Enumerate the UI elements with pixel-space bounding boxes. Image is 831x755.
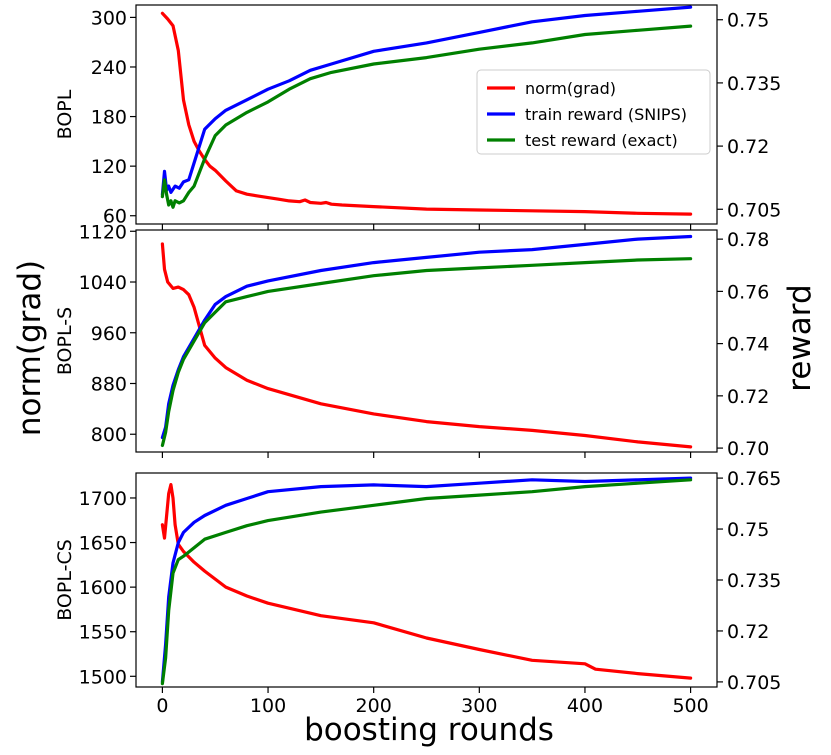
left-y-tick-label: 60 xyxy=(103,206,127,228)
left-y-tick-label: 1500 xyxy=(79,666,127,688)
x-tick-label: 500 xyxy=(672,695,708,717)
panel-label: BOPL xyxy=(54,89,76,139)
left-y-tick-label: 1700 xyxy=(79,488,127,510)
left-y-tick-label: 1600 xyxy=(79,577,127,599)
right-y-tick-label: 0.765 xyxy=(727,468,781,490)
right-y-axis-label: reward xyxy=(782,284,818,391)
right-y-tick-label: 0.75 xyxy=(727,10,769,32)
left-y-tick-label: 1040 xyxy=(79,272,127,294)
left-y-tick-label: 1550 xyxy=(79,622,127,644)
right-y-tick-label: 0.76 xyxy=(727,281,769,303)
series-line-train xyxy=(160,476,693,684)
x-tick-label: 200 xyxy=(356,695,392,717)
series-line-norm xyxy=(160,242,693,449)
right-y-tick-label: 0.735 xyxy=(727,73,781,95)
right-y-tick-label: 0.70 xyxy=(727,438,769,460)
right-y-tick-label: 0.72 xyxy=(727,386,769,408)
panel-label: BOPL-S xyxy=(54,307,76,375)
panels: 60 120 180 240 300 0.705 0.72 0.735 0.75 BOPL norm… xyxy=(54,4,781,717)
left-y-tick-label: 960 xyxy=(91,323,127,345)
series-line-test xyxy=(160,478,693,686)
right-y-tick-label: 0.735 xyxy=(727,570,781,592)
right-y-tick-label: 0.74 xyxy=(727,334,769,356)
legend-label: train reward (SNIPS) xyxy=(525,105,687,124)
legend-box xyxy=(476,69,711,155)
series-line-test xyxy=(160,24,693,209)
left-y-tick-label: 300 xyxy=(91,7,127,29)
plot-frame xyxy=(135,4,718,225)
series-line-norm xyxy=(160,483,693,680)
left-y-tick-label: 1120 xyxy=(79,221,127,243)
plot-frame xyxy=(135,229,718,453)
panel-label: BOPL-CS xyxy=(54,539,76,621)
series-line-train xyxy=(160,234,693,440)
series-group xyxy=(160,5,693,216)
right-y-tick-label: 0.705 xyxy=(727,672,781,694)
panel-1: 60 120 180 240 300 0.705 0.72 0.735 0.75 BOPL norm… xyxy=(54,4,781,230)
x-tick-label: 100 xyxy=(250,695,286,717)
series-group xyxy=(160,476,693,686)
x-tick-label: 400 xyxy=(567,695,603,717)
legend-label: test reward (exact) xyxy=(525,131,678,150)
right-y-tick-label: 0.72 xyxy=(727,621,769,643)
left-y-tick-label: 240 xyxy=(91,57,127,79)
series-line-train xyxy=(160,5,693,197)
series-line-norm xyxy=(160,11,693,216)
left-y-tick-label: 880 xyxy=(91,373,127,395)
legend: norm(grad) train reward (SNIPS) test rewar… xyxy=(476,69,711,155)
legend-label: norm(grad) xyxy=(525,79,616,98)
left-y-tick-label: 1650 xyxy=(79,533,127,555)
left-y-tick-label: 180 xyxy=(91,107,127,129)
right-y-tick-label: 0.75 xyxy=(727,519,769,541)
series-group xyxy=(160,234,693,449)
x-tick-label: 300 xyxy=(461,695,497,717)
left-y-tick-label: 800 xyxy=(91,424,127,446)
left-y-axis-label: norm(grad) xyxy=(12,260,48,436)
left-y-tick-label: 120 xyxy=(91,156,127,178)
right-y-tick-label: 0.72 xyxy=(727,136,769,158)
right-y-tick-label: 0.705 xyxy=(727,199,781,221)
panel-2: 800 880 960 1040 1120 0.70 0.72 0.74 0.76 0.78 BOP… xyxy=(54,221,769,460)
panel-3: 0 100 200 300 400 500 1500 1550 1600 1650 1700 0.70… xyxy=(54,468,781,717)
series-line-test xyxy=(160,257,693,448)
x-axis-label: boosting rounds xyxy=(304,712,554,748)
right-y-tick-label: 0.78 xyxy=(727,229,769,251)
x-tick-label: 0 xyxy=(156,695,168,717)
